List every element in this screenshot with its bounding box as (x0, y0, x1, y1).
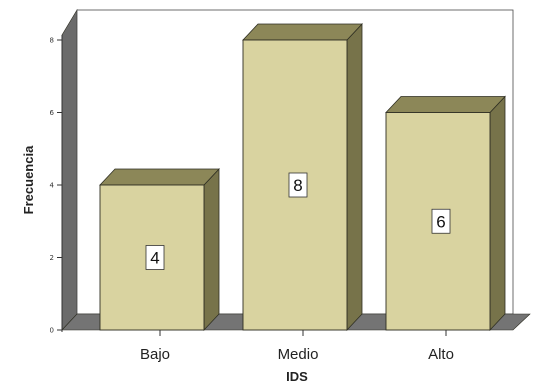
bar-side (346, 22, 363, 332)
bar-top (99, 168, 220, 186)
x-axis-title: IDS (286, 369, 308, 384)
bar-top (385, 96, 506, 113)
data-label: 4 (150, 249, 159, 268)
data-label: 8 (293, 176, 302, 195)
x-tick-label: Medio (278, 346, 319, 363)
y-tick-label: 8 (50, 37, 54, 45)
bar-bajo: 4 (99, 167, 220, 332)
y-axis: 0 2 4 6 8 (50, 35, 63, 335)
x-axis: Bajo Medio Alto (140, 330, 454, 363)
y-tick-label: 6 (50, 109, 55, 117)
bar-side (489, 95, 506, 332)
bar-top (242, 23, 363, 41)
y-axis-title: Frecuencia (21, 145, 36, 214)
y-tick-label: 2 (50, 254, 54, 262)
y-tick-label: 4 (50, 182, 55, 190)
y-tick-label: 0 (50, 327, 54, 335)
left-wall (61, 8, 78, 331)
data-label-box (431, 208, 451, 234)
x-tick-label: Alto (428, 346, 454, 363)
data-label-box (145, 245, 165, 270)
x-tick-label: Bajo (140, 346, 170, 363)
bar-alto: 6 (385, 95, 506, 332)
bars: 4 8 6 (99, 22, 506, 332)
data-label-box (288, 172, 308, 198)
data-label: 6 (436, 212, 445, 231)
bar-medio: 8 (242, 22, 363, 332)
bar-side (203, 167, 220, 332)
